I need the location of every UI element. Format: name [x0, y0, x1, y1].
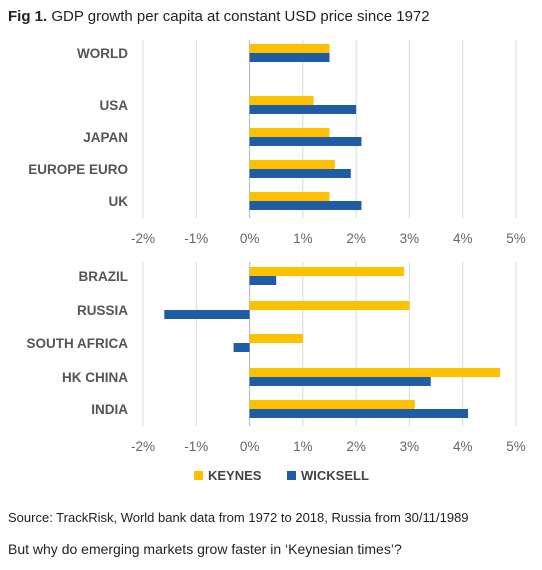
closing-question: But why do emerging markets grow faster … — [8, 541, 402, 557]
tick-label: 3% — [400, 231, 420, 246]
keynes-bar — [249, 44, 330, 53]
tick-label: 1% — [293, 231, 313, 246]
category-label: RUSSIA — [77, 303, 128, 318]
chart-title: Fig 1. GDP growth per capita at constant… — [8, 8, 430, 25]
tick-label: -2% — [131, 439, 155, 454]
category-label: EUROPE EURO — [28, 162, 128, 177]
keynes-bar — [249, 334, 303, 343]
category-label: HK CHINA — [62, 370, 128, 385]
tick-label: -1% — [184, 231, 208, 246]
category-label: BRAZIL — [79, 269, 129, 284]
keynes-bar — [249, 160, 335, 169]
wicksell-bar — [249, 105, 357, 114]
category-label: WORLD — [77, 46, 128, 61]
wicksell-bar — [249, 409, 469, 418]
wicksell-bar — [233, 343, 250, 352]
category-label: JAPAN — [83, 130, 128, 145]
keynes-bar — [249, 96, 314, 105]
category-label: USA — [99, 98, 128, 113]
category-label: INDIA — [91, 402, 128, 417]
tick-label: 5% — [506, 439, 526, 454]
tick-label: 2% — [346, 231, 366, 246]
wicksell-bar — [164, 310, 250, 319]
tick-label: 0% — [240, 439, 260, 454]
wicksell-bar — [249, 53, 330, 62]
keynes-bar — [249, 301, 410, 310]
wicksell-bar — [249, 169, 351, 178]
keynes-bar — [249, 192, 330, 201]
tick-label: 3% — [400, 439, 420, 454]
keynes-bar — [249, 267, 405, 276]
title-text: GDP growth per capita at constant USD pr… — [51, 8, 430, 25]
legend-keynes-swatch — [194, 471, 203, 480]
chart-canvas: WORLD USA JAPAN EUROPE EURO UK -2% -1% 0% 1% 2% 3%… — [27, 40, 526, 483]
wicksell-bar — [249, 377, 431, 386]
tick-label: 4% — [453, 231, 473, 246]
category-label: SOUTH AFRICA — [27, 336, 129, 351]
wicksell-bar — [249, 137, 362, 146]
tick-label: 2% — [346, 439, 366, 454]
figure-number: Fig 1. — [8, 8, 48, 25]
keynes-bar — [249, 400, 415, 409]
wicksell-bar — [249, 276, 277, 285]
source-note: Source: TrackRisk, World bank data from … — [8, 510, 469, 525]
tick-label: 0% — [240, 231, 260, 246]
wicksell-bar — [249, 201, 362, 210]
keynes-bar — [249, 368, 501, 377]
tick-label: -2% — [131, 231, 155, 246]
legend-wicksell-label: WICKSELL — [301, 468, 369, 483]
tick-label: 4% — [453, 439, 473, 454]
category-label: UK — [109, 194, 129, 209]
tick-label: 1% — [293, 439, 313, 454]
keynes-bar — [249, 128, 330, 137]
tick-label: 5% — [506, 231, 526, 246]
legend-keynes-label: KEYNES — [208, 468, 262, 483]
legend-wicksell-swatch — [287, 471, 296, 480]
tick-label: -1% — [184, 439, 208, 454]
